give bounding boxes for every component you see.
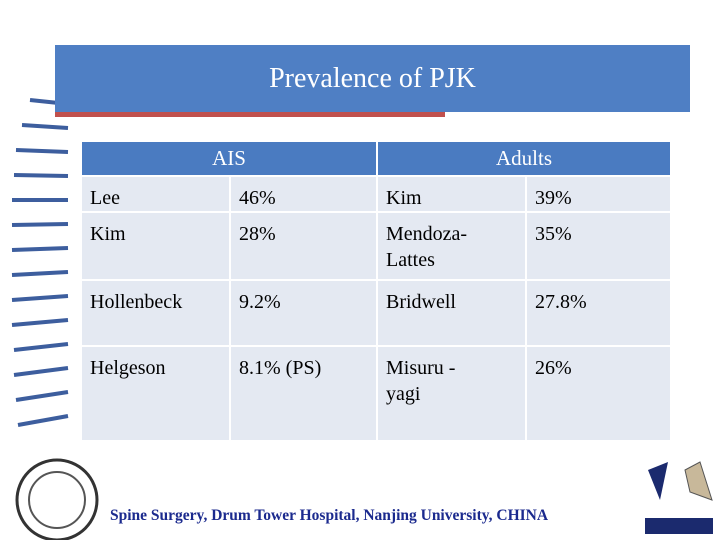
- table-cell: 46%: [231, 177, 376, 211]
- table-cell: 8.1% (PS): [231, 347, 376, 440]
- stripes: [11, 98, 69, 427]
- table-cell: 39%: [527, 177, 670, 211]
- table-cell: 27.8%: [527, 281, 670, 345]
- title-bar: [55, 45, 690, 112]
- footer: Spine Surgery, Drum Tower Hospital, Nanj…: [110, 507, 549, 524]
- title: Prevalence of PJK: [269, 63, 476, 94]
- table-cell: Hollenbeck: [82, 281, 229, 345]
- table-cell: 28%: [231, 213, 376, 279]
- table-cell: Helgeson: [82, 347, 229, 440]
- table-cell: Misuru -yagi: [378, 347, 525, 440]
- table-cell: 35%: [527, 213, 670, 279]
- table-cell: Kim: [82, 213, 229, 279]
- emblem-base: [645, 518, 713, 534]
- table-cell: Mendoza-Lattes: [378, 213, 525, 279]
- group-header: AIS: [82, 142, 376, 175]
- logo-inner: [28, 471, 86, 529]
- title-underline: [55, 112, 445, 117]
- table-cell: 26%: [527, 347, 670, 440]
- table-cell: 9.2%: [231, 281, 376, 345]
- table-cell: Bridwell: [378, 281, 525, 345]
- emblem-left: [648, 462, 668, 500]
- group-header: Adults: [378, 142, 670, 175]
- table-cell: Kim: [378, 177, 525, 211]
- table-cell: Lee: [82, 177, 229, 211]
- emblem-right: [684, 461, 713, 501]
